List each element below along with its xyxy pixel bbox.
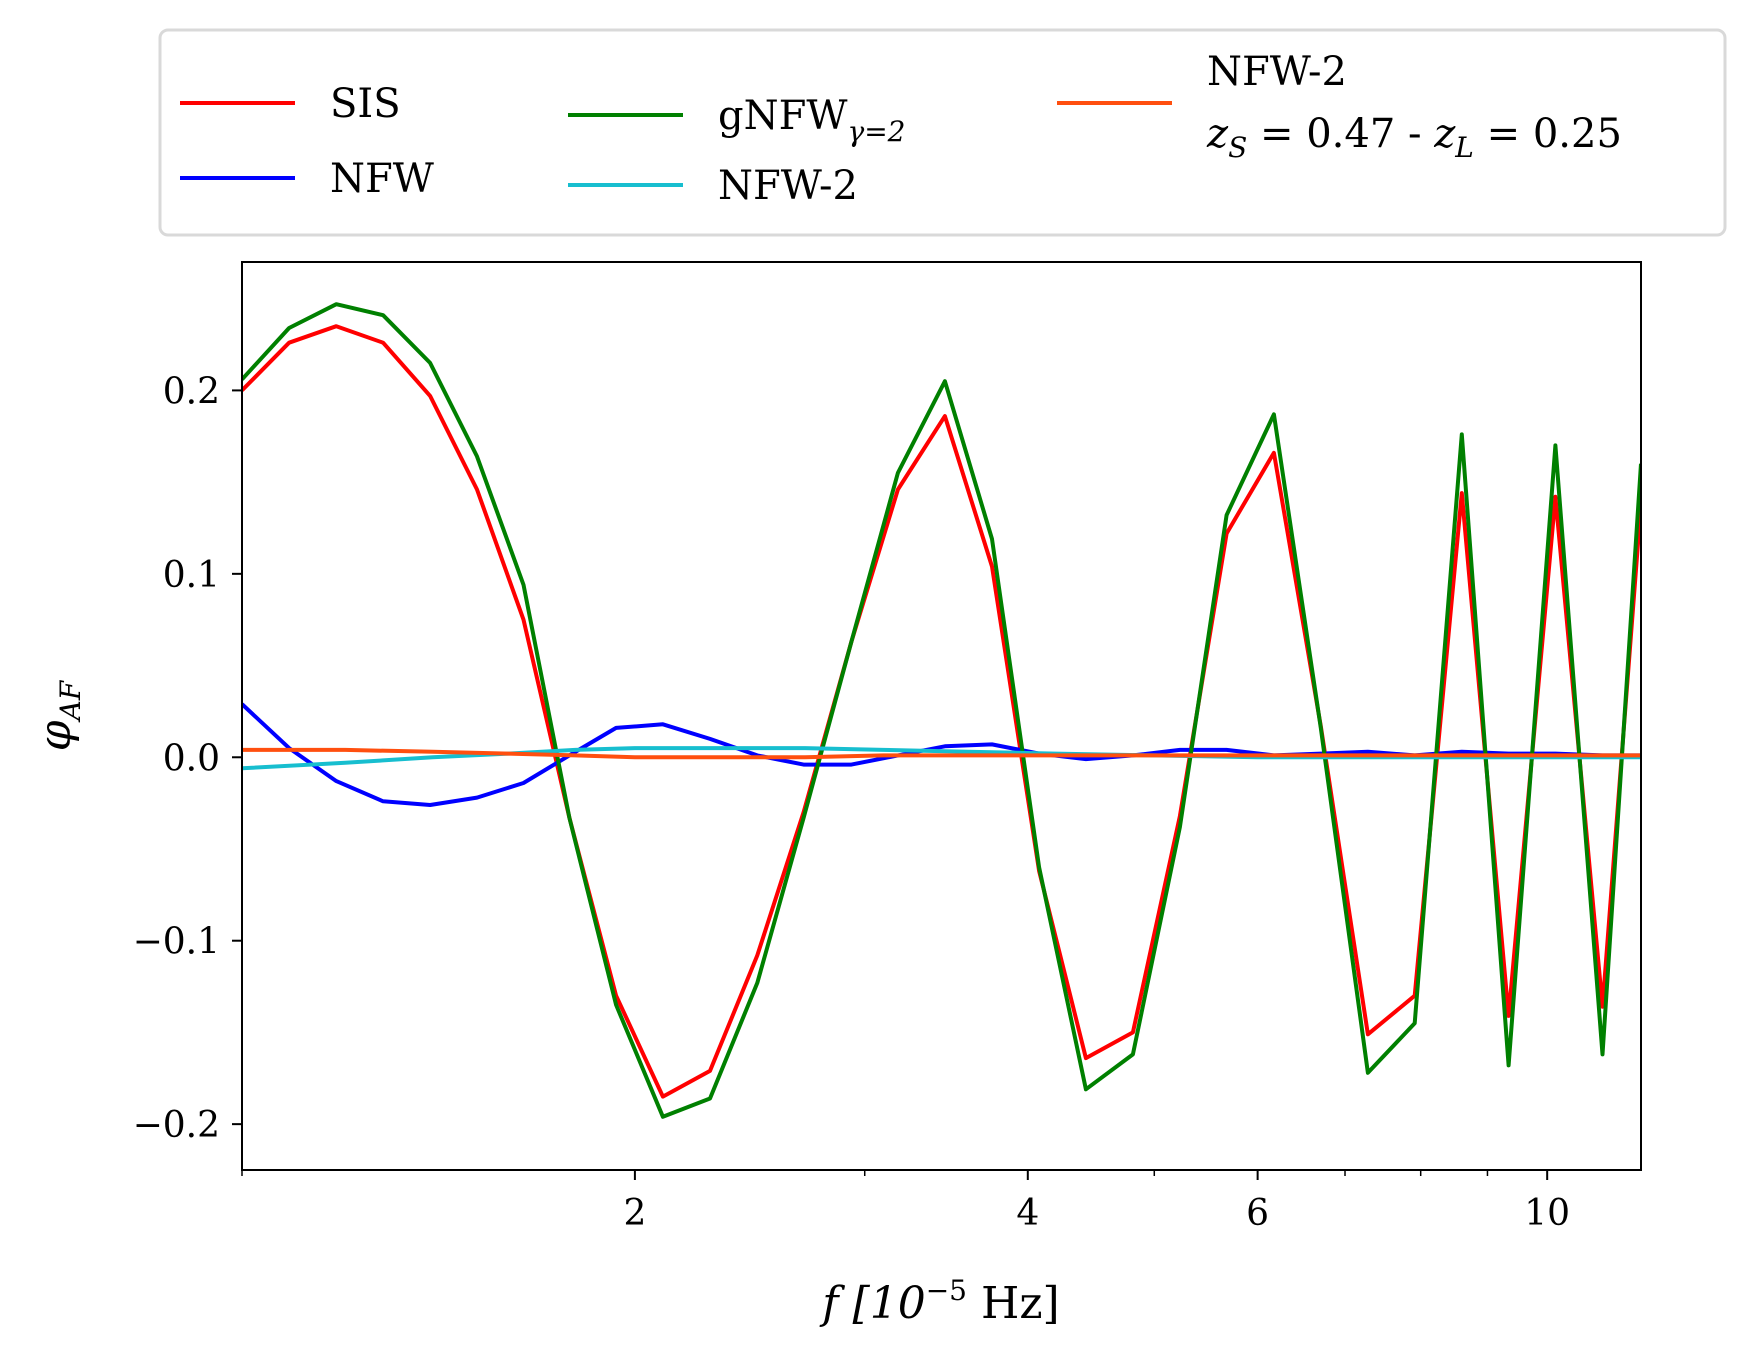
legend-label: NFW bbox=[330, 156, 434, 202]
plot-frame bbox=[241, 261, 1642, 1171]
x-tick-label: 6 bbox=[1246, 1193, 1269, 1234]
y-tick-label: −0.2 bbox=[133, 1105, 220, 1146]
series-line-0 bbox=[242, 324, 1641, 1099]
x-tick-label: 2 bbox=[623, 1193, 646, 1234]
y-tick-label: 0.1 bbox=[163, 555, 220, 596]
x-tick-label: 4 bbox=[1016, 1193, 1039, 1234]
series-line-2 bbox=[242, 302, 1641, 1119]
series-line-4 bbox=[242, 747, 1641, 760]
x-axis-label: f [10−5 Hz] bbox=[819, 1274, 1059, 1329]
legend-label: SIS bbox=[330, 81, 401, 127]
y-tick-label: 0.0 bbox=[163, 738, 220, 779]
legend-frame bbox=[158, 28, 1727, 237]
legend-label: gNFWγ=2 bbox=[718, 93, 906, 148]
legend-label: NFW-2 bbox=[718, 163, 858, 209]
x-tick-label: 10 bbox=[1524, 1193, 1570, 1234]
legend-label-line2: zS = 0.47 - zL = 0.25 bbox=[1206, 111, 1622, 164]
legend-label: NFW-2 bbox=[1207, 49, 1347, 95]
y-axis-label: φAF bbox=[30, 679, 87, 751]
y-tick-label: 0.2 bbox=[163, 371, 220, 412]
y-tick-label: −0.1 bbox=[133, 922, 220, 963]
legend: SIS NFW gNFWγ=2 NFW-2 NFW-2 zS = 0.47 - zL = … bbox=[158, 28, 1727, 237]
